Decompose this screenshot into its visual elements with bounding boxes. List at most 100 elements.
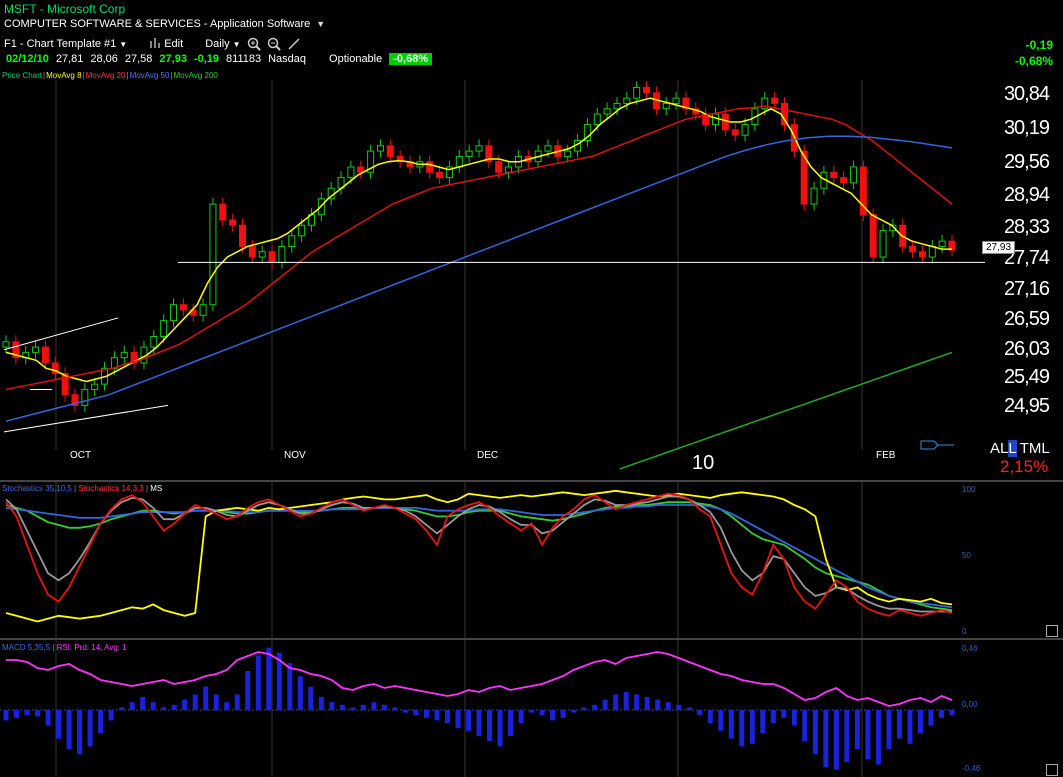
alert-arrow-icon[interactable] (920, 438, 956, 457)
stoch-legend: Stochastics 35,10,5 | Stochastics 14,3,3… (2, 484, 163, 493)
price-tag: 27,93 (982, 241, 1016, 254)
price-chart[interactable] (0, 80, 1063, 480)
macd-histogram-bar (350, 707, 356, 710)
alert-mid: L (1008, 440, 1017, 457)
quote-exchange: Nasdaq (268, 53, 307, 65)
macd-histogram-bar (287, 663, 293, 710)
edit-button[interactable]: Edit (149, 37, 183, 51)
draw-line-icon[interactable] (287, 37, 301, 51)
macd-histogram-bar (823, 710, 829, 768)
candle-body (909, 245, 917, 253)
candle-body (51, 362, 59, 375)
template-dropdown[interactable]: F1 - Chart Template #1 ▼ (4, 38, 127, 50)
candle-body (938, 240, 946, 247)
price-axis-tick: 27,74 (1003, 247, 1050, 270)
zoom-in-icon[interactable] (247, 37, 261, 51)
macd-histogram-bar (3, 710, 9, 721)
candle-body (219, 203, 227, 221)
candle-body (879, 230, 887, 258)
candle-body (948, 240, 956, 251)
macd-histogram-bar (402, 710, 408, 713)
macd-histogram-bar (45, 710, 51, 726)
macd-histogram-bar (781, 710, 787, 718)
candle-body (170, 304, 178, 322)
macd-histogram-bar (266, 647, 272, 710)
macd-axis-bottom: -0,46 (962, 764, 981, 773)
macd-histogram-bar (602, 699, 608, 710)
candle-body (761, 97, 769, 110)
price-tag-value: 27,93 (986, 242, 1012, 253)
legend-ma200: MovAvg 200 (173, 71, 218, 80)
macd-histogram-bar (318, 697, 324, 710)
year-label: 10 (692, 452, 715, 474)
macd-histogram-bar (35, 710, 41, 717)
candle-body (239, 224, 246, 247)
legend-ma20: MovAvg 20 (85, 71, 126, 80)
macd-histogram-bar (171, 704, 177, 710)
stoch-axis-100: 100 (962, 485, 976, 494)
candle-body (268, 251, 276, 263)
price-axis-tick: 29,56 (1003, 150, 1050, 173)
candle-body (278, 245, 286, 263)
price-legend: Price Chart | MovAvg 8 | MovAvg 20 | MovAvg… (2, 71, 218, 80)
macd-histogram-bar (917, 710, 923, 734)
candle-body (662, 102, 670, 110)
pane-maximize-button[interactable] (1046, 625, 1058, 637)
chart-toolbar: F1 - Chart Template #1 ▼ Edit Daily ▼ (4, 36, 301, 52)
macd-histogram-bar (150, 702, 156, 710)
candle-body (672, 97, 680, 104)
macd-histogram-bar (550, 710, 556, 721)
macd-histogram-bar (833, 710, 839, 770)
alert-pct: 2,15% (1000, 457, 1049, 476)
macd-histogram-bar (844, 710, 850, 762)
macd-histogram-bar (87, 710, 93, 747)
candle-body (71, 394, 79, 406)
stochastics-chart[interactable] (0, 482, 1063, 638)
macd-histogram-bar (360, 704, 366, 710)
candle-body (830, 171, 838, 179)
pane-divider (0, 480, 1063, 482)
macd-histogram-bar (413, 710, 419, 716)
alert-suffix: TML (1019, 440, 1050, 457)
macd-histogram-bar (613, 694, 619, 710)
right-change: -0,19 (1025, 38, 1053, 52)
macd-histogram-bar (182, 699, 188, 710)
candle-body (248, 245, 256, 258)
candle-body (495, 161, 503, 173)
macd-histogram-bar (203, 686, 209, 710)
zoom-out-icon[interactable] (267, 37, 281, 51)
macd-histogram-bar (234, 694, 240, 710)
macd-histogram-bar (560, 710, 566, 718)
candle-body (800, 150, 808, 205)
macd-histogram-bar (455, 710, 461, 729)
macd-histogram-bar (539, 710, 545, 716)
candle-body (475, 145, 483, 152)
macd-histogram-bar (119, 707, 125, 710)
candle-body (357, 166, 365, 173)
candle-body (436, 171, 444, 179)
month-label-nov: NOV (284, 450, 306, 461)
candle-body (160, 320, 168, 337)
macd-histogram-bar (728, 710, 734, 739)
candle-body (179, 304, 187, 311)
candle-body (505, 166, 513, 173)
candle-body (288, 235, 296, 247)
price-axis-tick: 30,19 (1003, 117, 1050, 140)
pane-divider (0, 638, 1063, 640)
candle-body (603, 108, 611, 115)
candle-body (682, 97, 690, 110)
macd-histogram-bar (886, 710, 892, 749)
candle-body (386, 145, 394, 157)
macd-histogram-bar (276, 652, 282, 710)
macd-histogram-bar (707, 710, 713, 723)
candle-body (889, 224, 897, 232)
candle-body (396, 155, 404, 163)
period-label: Daily (205, 38, 230, 50)
macd-chart[interactable] (0, 640, 1063, 777)
period-dropdown[interactable]: Daily ▼ (205, 38, 240, 50)
candle-body (455, 155, 463, 168)
pane-maximize-button[interactable] (1046, 764, 1058, 776)
industry-dropdown[interactable]: COMPUTER SOFTWARE & SERVICES - Applicati… (4, 18, 325, 30)
candle-body (544, 145, 552, 152)
macd-histogram-bar (623, 691, 629, 710)
